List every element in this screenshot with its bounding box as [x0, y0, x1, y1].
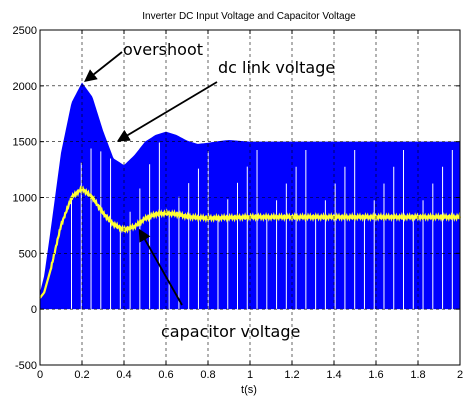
x-tick-label: 1.8 [410, 369, 425, 381]
y-tick-label: 500 [19, 248, 37, 260]
x-tick-label: 0.6 [158, 369, 173, 381]
x-tick-label: 1 [247, 369, 253, 381]
x-axis-label: t(s) [241, 384, 257, 396]
x-tick-label: 0 [37, 369, 43, 381]
chart-title: Inverter DC Input Voltage and Capacitor … [142, 11, 356, 22]
annotation-overshoot: overshoot [123, 40, 203, 59]
x-tick-label: 1.4 [326, 369, 341, 381]
plot-area: 0 0.2 0.4 0.6 0.8 1 1.2 1.4 1.6 1.8 2-500050010001… [13, 25, 464, 381]
annotation-dc-link-voltage: dc link voltage [218, 58, 335, 77]
y-tick-label: 2500 [13, 25, 37, 37]
arrow-capacitor-voltage [138, 228, 183, 306]
arrow-overshoot [84, 51, 123, 83]
x-tick-label: 0.4 [116, 369, 131, 381]
y-tick-label: -500 [15, 360, 37, 372]
arrow-dc-link-voltage [116, 81, 218, 142]
y-tick-label: 1000 [13, 193, 37, 205]
x-tick-label: 0.2 [74, 369, 89, 381]
x-tick-label: 2 [457, 369, 463, 381]
x-tick-label: 1.2 [284, 369, 299, 381]
y-tick-label: 0 [31, 304, 37, 316]
annotation-capacitor-voltage: capacitor voltage [161, 322, 300, 341]
y-tick-label: 1500 [13, 137, 37, 149]
y-tick-label: 2000 [13, 81, 37, 93]
x-tick-label: 1.6 [368, 369, 383, 381]
x-tick-label: 0.8 [200, 369, 215, 381]
